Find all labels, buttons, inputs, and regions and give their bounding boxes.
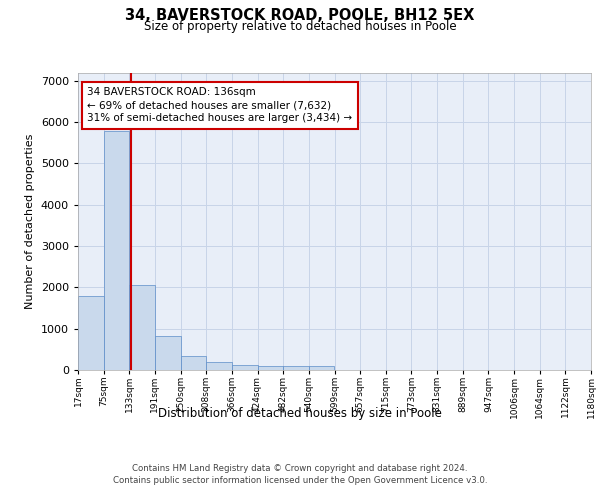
Bar <box>232 365 257 370</box>
Bar <box>309 366 335 370</box>
Text: Contains public sector information licensed under the Open Government Licence v3: Contains public sector information licen… <box>113 476 487 485</box>
Text: Contains HM Land Registry data © Crown copyright and database right 2024.: Contains HM Land Registry data © Crown c… <box>132 464 468 473</box>
Text: 34, BAVERSTOCK ROAD, POOLE, BH12 5EX: 34, BAVERSTOCK ROAD, POOLE, BH12 5EX <box>125 8 475 22</box>
Bar <box>130 285 155 370</box>
Bar <box>155 336 181 370</box>
Y-axis label: Number of detached properties: Number of detached properties <box>25 134 35 309</box>
Bar <box>206 362 232 370</box>
Text: Distribution of detached houses by size in Poole: Distribution of detached houses by size … <box>158 408 442 420</box>
Text: Size of property relative to detached houses in Poole: Size of property relative to detached ho… <box>143 20 457 33</box>
Bar <box>257 366 283 370</box>
Bar <box>104 131 130 370</box>
Text: 34 BAVERSTOCK ROAD: 136sqm
← 69% of detached houses are smaller (7,632)
31% of s: 34 BAVERSTOCK ROAD: 136sqm ← 69% of deta… <box>87 87 352 124</box>
Bar <box>181 356 206 370</box>
Bar <box>283 366 309 370</box>
Bar <box>78 296 104 370</box>
